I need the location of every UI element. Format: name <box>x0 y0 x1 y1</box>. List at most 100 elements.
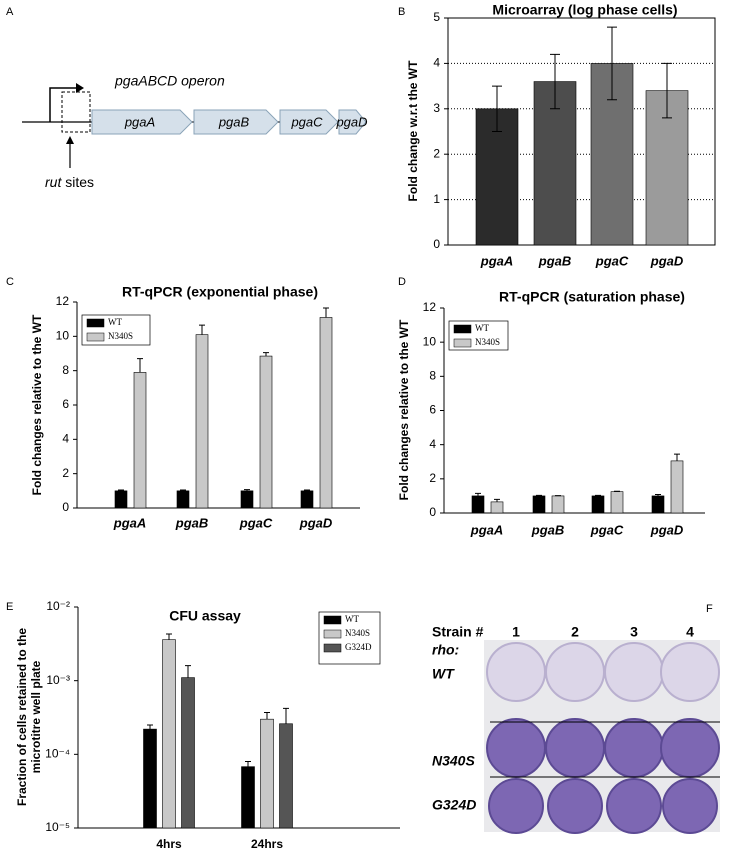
x-tick-label: pgaD <box>650 522 684 537</box>
error-bar <box>475 492 481 496</box>
y-tick-label: 0 <box>62 500 69 514</box>
bar <box>260 718 274 829</box>
legend-swatch <box>86 332 105 342</box>
row-label: WT <box>432 666 455 682</box>
panel-label: E <box>6 601 13 613</box>
bar <box>591 495 605 514</box>
y-axis-label: Fold changes relative to the WT <box>397 319 411 500</box>
x-tick-label: pgaC <box>239 515 273 530</box>
y-tick-label: 10⁻⁴ <box>45 747 70 761</box>
x-tick-label: pgaD <box>650 253 684 268</box>
x-tick-label: pgaA <box>470 522 504 537</box>
bar-chart: CFU assay Fraction of cells retained to t… <box>15 599 400 851</box>
bar <box>259 355 273 509</box>
well <box>662 778 718 834</box>
well <box>486 642 546 702</box>
x-tick-label: pgaD <box>299 515 333 530</box>
bar-chart: RT-qPCR (exponential phase) Fold changes … <box>30 284 360 530</box>
error-bar <box>264 711 270 720</box>
site-label-gene: rut <box>45 174 62 190</box>
gene-arrow <box>279 109 339 135</box>
y-tick-label: 12 <box>423 300 437 314</box>
bar <box>279 723 293 829</box>
column-label: 3 <box>630 624 638 640</box>
plate-photo: Strain # 1 2 3 4 rho: WT N340S G324D <box>432 624 720 834</box>
y-tick-label: 10 <box>423 334 437 348</box>
well <box>604 642 664 702</box>
chart-title: RT-qPCR (saturation phase) <box>499 289 685 305</box>
error-bar <box>595 494 601 496</box>
error-bar <box>304 489 310 491</box>
bar <box>471 495 485 514</box>
y-tick-label: 5 <box>433 10 440 24</box>
y-tick-label: 4 <box>62 432 69 446</box>
bar <box>532 495 546 514</box>
gene-label: pgaA <box>124 114 155 129</box>
well <box>604 718 664 778</box>
x-tick-label: 4hrs <box>156 837 182 851</box>
gene-arrow <box>91 109 193 135</box>
legend-swatch <box>323 629 342 639</box>
well <box>486 718 546 778</box>
error-bar <box>662 62 672 119</box>
error-bar <box>323 307 329 318</box>
y-tick-label: 0 <box>429 505 436 519</box>
legend-label: WT <box>108 317 122 327</box>
bar-chart: Microarray (log phase cells) Fold change … <box>406 2 716 268</box>
site-label-word: sites <box>65 174 94 190</box>
x-tick-label: 24hrs <box>251 837 283 851</box>
y-tick-label: 10 <box>56 329 70 343</box>
chart-title: CFU assay <box>169 608 241 624</box>
panel-label: B <box>398 6 405 18</box>
bar <box>651 495 665 514</box>
error-bar <box>118 489 124 491</box>
legend-label: WT <box>475 323 489 333</box>
error-bar <box>494 498 500 502</box>
error-bar <box>199 324 205 335</box>
well <box>545 642 605 702</box>
error-bar <box>137 358 143 373</box>
operon-label: pgaABCD operon <box>114 73 225 89</box>
promoter-arrowhead <box>76 83 84 93</box>
gene-label: pgaD <box>335 114 367 129</box>
error-bar <box>655 494 661 496</box>
x-tick-label: pgaA <box>113 515 147 530</box>
bar <box>162 639 176 829</box>
x-tick-label: pgaB <box>175 515 209 530</box>
chart-title: RT-qPCR (exponential phase) <box>122 284 318 300</box>
column-header: Strain # <box>432 624 484 640</box>
y-tick-label: 10⁻³ <box>46 673 70 687</box>
y-tick-label: 8 <box>429 369 436 383</box>
chart-title: Microarray (log phase cells) <box>492 2 677 18</box>
error-bar <box>245 760 251 767</box>
legend-label: N340S <box>108 331 133 341</box>
operon-diagram: pgaABCD operon pgaA pgaB pgaC pgaD rut s… <box>22 73 368 190</box>
y-tick-label: 1 <box>433 192 440 206</box>
x-tick-label: pgaB <box>538 253 572 268</box>
y-tick-label: 4 <box>429 437 436 451</box>
bar <box>195 334 209 509</box>
bar <box>240 490 254 509</box>
promoter-arrow <box>49 87 76 122</box>
rut-box <box>61 91 91 133</box>
y-tick-label: 10⁻² <box>46 599 70 613</box>
y-axis-label: Fold change w.r.t the WT <box>406 60 420 202</box>
gene-label: pgaB <box>218 114 250 129</box>
y-tick-label: 12 <box>56 294 70 308</box>
y-tick-label: 0 <box>433 237 440 251</box>
bar <box>551 495 565 514</box>
y-tick-label: 8 <box>62 363 69 377</box>
site-label: rut sites <box>45 174 94 190</box>
bar <box>670 460 684 514</box>
bar <box>490 501 504 514</box>
well <box>606 778 662 834</box>
y-axis-label-line: microtitre well plate <box>29 660 43 773</box>
error-bar <box>536 494 542 496</box>
well <box>547 778 603 834</box>
error-bar <box>166 633 172 640</box>
error-bar <box>607 26 617 101</box>
y-tick-label: 4 <box>433 56 440 70</box>
y-tick-label: 10⁻⁵ <box>45 820 70 834</box>
y-axis-label: Fraction of cells retained to themicroti… <box>15 628 43 806</box>
